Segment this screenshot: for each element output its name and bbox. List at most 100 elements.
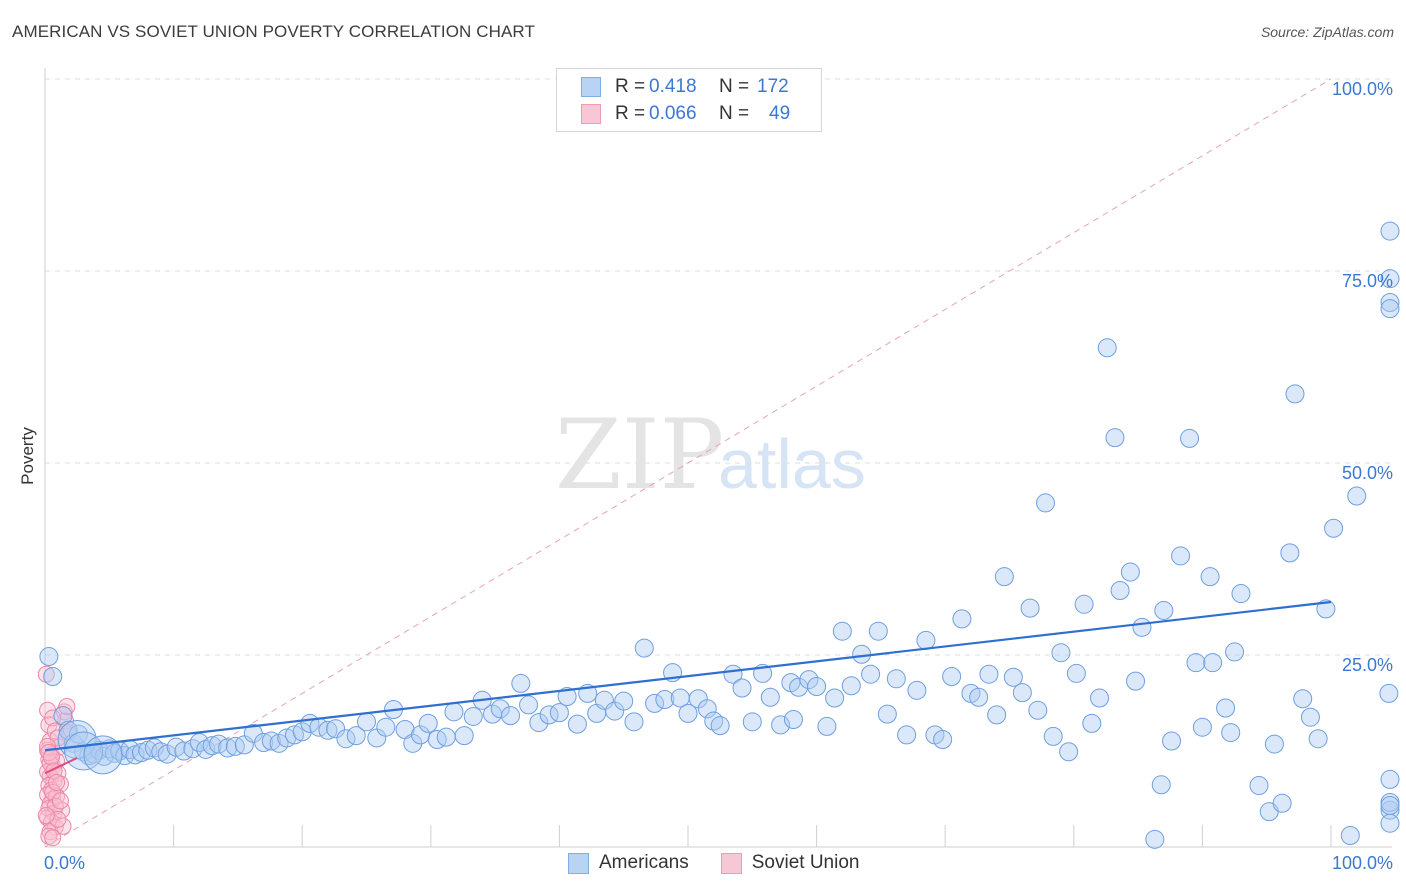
americans-point (1162, 731, 1182, 751)
americans-point (1051, 643, 1071, 663)
americans-point (1308, 729, 1328, 749)
y-axis-label: Poverty (18, 427, 37, 485)
americans-point (852, 644, 872, 664)
americans-point (454, 726, 474, 746)
americans-point (1264, 734, 1284, 754)
x-tick-label: 100.0% (1332, 853, 1393, 873)
americans-point (841, 676, 861, 696)
americans-point (519, 695, 539, 715)
americans-point (529, 713, 549, 733)
n-value: 49 (769, 103, 791, 124)
y-tick-label: 75.0% (1342, 271, 1393, 291)
americans-point (1380, 292, 1400, 312)
americans-point (1066, 663, 1086, 683)
americans-point (261, 731, 281, 751)
americans-point-large (64, 731, 104, 771)
americans-point (771, 715, 791, 735)
americans-point (1145, 829, 1165, 849)
americans-point (907, 680, 927, 700)
americans-point (979, 664, 999, 684)
americans-point (284, 725, 304, 745)
legend-row-soviet-union: R = 0.066 N = 49 (581, 102, 790, 126)
americans-point (115, 746, 135, 766)
americans-point (1231, 584, 1251, 604)
americans-point (1043, 726, 1063, 746)
americans-point (557, 686, 577, 706)
soviet-union-legend-swatch (720, 852, 742, 874)
americans-point (68, 724, 88, 744)
americans-point (1105, 428, 1125, 448)
soviet-union-point (44, 829, 62, 847)
americans-point (1036, 493, 1056, 513)
americans-point (501, 706, 521, 726)
americans-points (39, 221, 1400, 849)
americans-point (39, 647, 59, 667)
soviet-union-point (37, 807, 55, 825)
legend-item-soviet-union[interactable]: Soviet Union (720, 852, 860, 874)
americans-point (742, 712, 762, 732)
americans-point (1074, 594, 1094, 614)
americans-point (1171, 546, 1191, 566)
y-tick-label: 25.0% (1342, 655, 1393, 675)
americans-point (1285, 384, 1305, 404)
americans-point (942, 667, 962, 687)
americans-point (1380, 800, 1400, 820)
soviet-union-point (48, 773, 66, 791)
americans-point (634, 638, 654, 658)
americans-point (1300, 707, 1320, 727)
x-tick-label: 0.0% (44, 853, 85, 873)
series-legend: Americans Soviet Union (568, 852, 891, 874)
americans-point (1280, 543, 1300, 563)
americans-point (987, 705, 1007, 725)
americans-point (645, 693, 665, 713)
americans-point (1151, 775, 1171, 795)
americans-point (1097, 338, 1117, 358)
watermark-atlas: atlas (718, 425, 866, 503)
americans-point (326, 719, 346, 739)
americans-point (1379, 683, 1399, 703)
americans-point (1380, 813, 1400, 833)
americans-point (346, 726, 366, 746)
legend-row-americans: R = 0.418 N = 172 (581, 75, 789, 99)
americans-point (799, 670, 819, 690)
americans-point (357, 712, 376, 732)
americans-point (1380, 299, 1400, 319)
americans-point (490, 699, 510, 719)
americans-point (567, 714, 587, 734)
americans-point (760, 687, 780, 707)
americans-regression-line (44, 600, 1332, 752)
americans-point (1221, 723, 1241, 743)
americans-point (732, 678, 752, 698)
americans-point (1028, 700, 1048, 720)
americans-point (1380, 269, 1400, 289)
americans-point (1059, 742, 1079, 762)
americans-point (511, 673, 531, 693)
americans-point (336, 729, 356, 749)
soviet-union-swatch (581, 104, 601, 124)
americans-point (1225, 642, 1245, 662)
soviet-union-legend-label: Soviet Union (751, 852, 860, 873)
americans-point (832, 621, 852, 641)
americans-point (89, 740, 109, 760)
soviet-union-point (42, 748, 60, 766)
americans-point (1216, 698, 1236, 718)
americans-swatch (581, 77, 601, 97)
americans-point (1154, 600, 1174, 620)
americans-point (218, 738, 238, 758)
americans-point (1110, 580, 1130, 600)
watermark: ZIP atlas (555, 399, 866, 511)
r-value: 0.418 (649, 76, 697, 97)
americans-point (868, 621, 888, 641)
americans-point (1126, 671, 1146, 691)
americans-point (1380, 221, 1400, 241)
source-label: Source: ZipAtlas.com (1260, 24, 1394, 40)
axes (44, 68, 1392, 848)
americans-point (43, 667, 63, 687)
americans-point (886, 669, 906, 689)
tick-labels: 25.0% 50.0% 75.0% 100.0% 0.0% 100.0% (44, 79, 1393, 873)
americans-point (655, 690, 675, 710)
reference-line (44, 78, 1332, 848)
legend-item-americans[interactable]: Americans (568, 852, 689, 874)
americans-point (817, 716, 837, 736)
